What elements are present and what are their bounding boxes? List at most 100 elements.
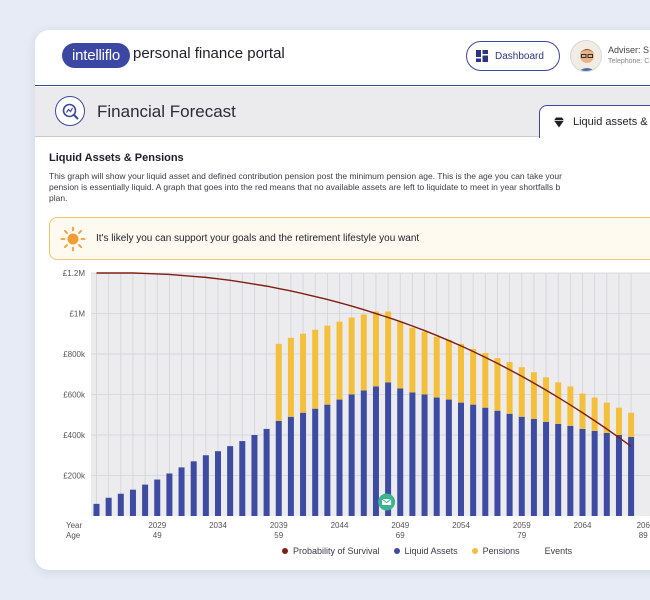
liquid-assets-bar	[421, 394, 428, 516]
legend-liquid-assets[interactable]: Liquid Assets	[393, 546, 458, 556]
pensions-bar	[360, 314, 367, 391]
chart-legend: Probability of Survival Liquid Assets Pe…	[282, 546, 572, 556]
dashboard-button[interactable]: Dashboard	[466, 41, 560, 71]
pensions-bar	[385, 311, 392, 383]
pensions-bar	[275, 343, 282, 421]
liquid-assets-bar	[445, 399, 452, 516]
liquid-assets-bar	[543, 421, 550, 516]
y-tick-label: £200k	[63, 472, 86, 481]
pensions-bar	[287, 337, 294, 417]
liquid-assets-bar	[239, 441, 246, 516]
liquid-assets-bar	[190, 461, 197, 516]
outlook-banner: It's likely you can support your goals a…	[49, 217, 650, 260]
adviser-telephone: Telephone: C	[608, 58, 650, 65]
legend-survival-dot	[282, 548, 288, 554]
x-axis-year-label: Year	[66, 521, 83, 530]
x-tick-age: 79	[517, 531, 526, 540]
legend-liquid-label: Liquid Assets	[404, 546, 458, 556]
pensions-bar	[470, 348, 477, 405]
liquid-assets-bar	[555, 423, 562, 516]
pensions-bar	[494, 358, 501, 411]
section-description: This graph will show your liquid asset a…	[49, 171, 650, 205]
pensions-bar	[530, 372, 537, 419]
y-tick-label: £1M	[69, 310, 85, 319]
x-tick-age: 69	[396, 531, 405, 540]
y-tick-label: £400k	[63, 431, 86, 440]
legend-events-dot	[533, 548, 540, 554]
pensions-bar	[555, 382, 562, 424]
pensions-bar	[591, 397, 598, 431]
liquid-assets-bar	[372, 386, 379, 516]
dashboard-button-label: Dashboard	[495, 50, 544, 62]
pensions-bar	[445, 339, 452, 400]
liquid-assets-bar	[117, 493, 124, 516]
main-card: intelliflo personal finance portal Dashb…	[35, 30, 650, 570]
pensions-bar	[397, 321, 404, 389]
x-tick-age: 59	[274, 531, 283, 540]
liquid-assets-bar	[178, 467, 185, 516]
x-tick-year: 206	[637, 521, 650, 530]
pensions-bar	[579, 393, 586, 429]
pensions-bar	[628, 412, 635, 438]
liquid-assets-bar	[215, 451, 221, 516]
liquid-assets-bar	[628, 437, 635, 516]
adviser-avatar[interactable]	[570, 40, 602, 72]
pensions-bar	[458, 343, 464, 403]
legend-survival[interactable]: Probability of Survival	[282, 546, 380, 556]
pensions-bar	[506, 362, 513, 414]
liquid-assets-bar	[530, 418, 537, 516]
legend-pensions[interactable]: Pensions	[471, 546, 520, 556]
adviser-portrait-icon	[571, 41, 601, 71]
adviser-info: Adviser: S Telephone: C	[608, 45, 649, 67]
liquid-assets-bar	[154, 479, 161, 516]
liquid-assets-bar	[470, 404, 477, 516]
pensions-bar	[372, 311, 379, 387]
pensions-bar	[336, 321, 343, 400]
pensions-bar	[300, 333, 307, 413]
pensions-bar	[518, 367, 525, 417]
page-title: Financial Forecast	[97, 102, 236, 121]
liquid-assets-bar	[202, 455, 209, 516]
y-tick-label: £600k	[63, 391, 86, 400]
liquid-assets-bar	[579, 428, 586, 516]
liquid-assets-bar	[360, 390, 367, 516]
liquid-assets-bar	[275, 420, 282, 516]
liquid-assets-bar	[409, 392, 416, 516]
liquid-assets-bar	[312, 408, 319, 516]
pensions-bar	[567, 386, 574, 426]
x-tick-year: 2044	[331, 521, 349, 530]
legend-events[interactable]: Events	[533, 546, 573, 556]
y-tick-label: £1.2M	[63, 269, 86, 278]
pensions-bar	[543, 377, 550, 422]
x-tick-year: 2049	[391, 521, 409, 530]
brand-logo[interactable]: intelliflo	[62, 43, 131, 68]
x-tick-age: 89	[639, 531, 648, 540]
liquid-assets-bar	[385, 382, 392, 516]
description-line: pension is essentially liquid. A graph t…	[49, 182, 561, 193]
adviser-name: Adviser: S	[608, 45, 650, 55]
liquid-assets-bar	[336, 399, 343, 516]
x-axis-age-label: Age	[66, 531, 81, 540]
pensions-bar	[409, 327, 416, 393]
liquid-assets-bar	[458, 402, 464, 516]
chart-magnifier-icon	[62, 103, 79, 120]
survival-curve	[96, 272, 632, 447]
x-tick-year: 2034	[209, 521, 227, 530]
liquid-assets-bar	[433, 397, 440, 516]
liquid-assets-bar	[287, 416, 294, 516]
pensions-bar	[603, 402, 610, 433]
dashboard-grid-icon	[476, 50, 488, 62]
liquid-assets-bar	[494, 410, 501, 516]
liquid-assets-bar	[591, 430, 598, 516]
liquid-assets-bar	[567, 425, 574, 516]
pensions-bar	[324, 325, 331, 405]
legend-events-label: Events	[544, 546, 573, 556]
tab-liquid-assets[interactable]: Liquid assets &	[539, 105, 650, 138]
liquid-assets-bar	[93, 503, 100, 516]
legend-liquid-dot	[393, 548, 400, 554]
pensions-bar	[433, 336, 440, 398]
liquid-assets-bar	[506, 413, 513, 516]
description-line: plan.	[49, 193, 68, 204]
x-tick-year: 2054	[452, 521, 470, 530]
liquid-assets-bar	[263, 428, 270, 516]
